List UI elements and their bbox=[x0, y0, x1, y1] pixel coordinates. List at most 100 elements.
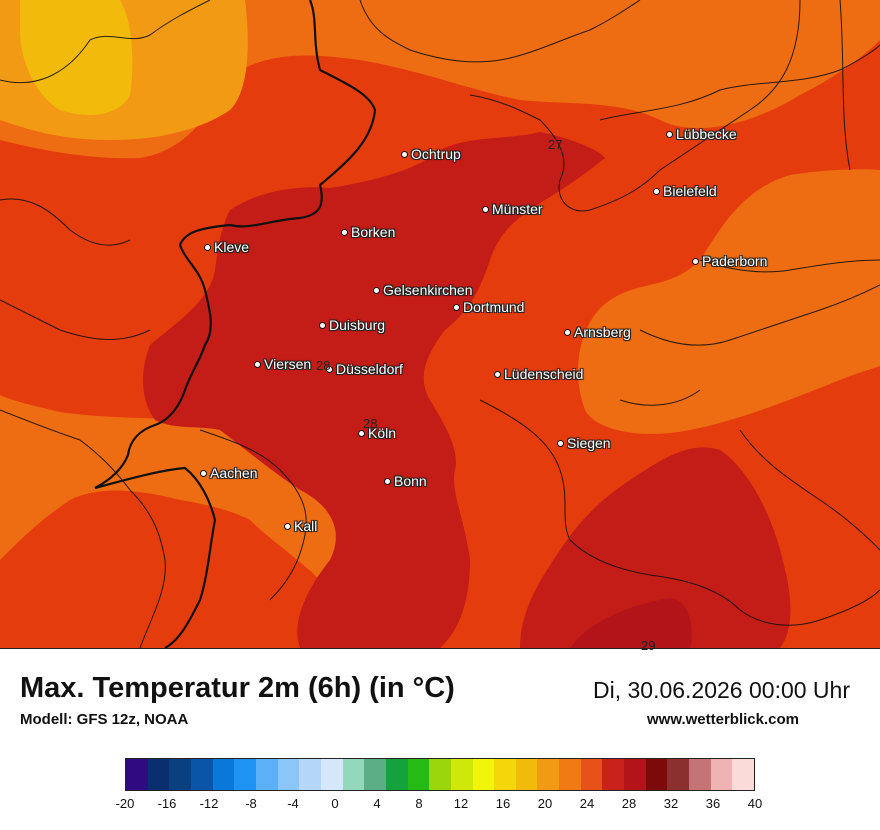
legend-swatch bbox=[364, 759, 386, 790]
legend-swatch bbox=[299, 759, 321, 790]
city-label: Ochtrup bbox=[411, 146, 461, 162]
map-title: Max. Temperatur 2m (6h) (in °C) bbox=[20, 672, 455, 704]
city-label: Aachen bbox=[210, 465, 258, 481]
legend-swatch bbox=[559, 759, 581, 790]
city-marker[interactable]: Kall bbox=[284, 518, 317, 534]
contour-label: 29 bbox=[641, 638, 656, 653]
contour-label: 28 bbox=[316, 358, 331, 373]
city-label: Duisburg bbox=[329, 317, 386, 333]
city-marker[interactable]: Düsseldorf bbox=[326, 361, 403, 377]
city-marker[interactable]: Lüdenscheid bbox=[494, 366, 583, 382]
city-dot-icon bbox=[453, 303, 460, 311]
legend-tick-label: 0 bbox=[331, 796, 339, 811]
city-marker[interactable]: Münster bbox=[482, 201, 543, 217]
temperature-map[interactable] bbox=[0, 0, 880, 649]
legend-swatch bbox=[515, 759, 538, 790]
city-dot-icon bbox=[284, 522, 291, 530]
legend-tick-label: -12 bbox=[199, 796, 219, 811]
legend-swatch bbox=[429, 759, 451, 790]
legend-swatch bbox=[645, 759, 668, 790]
forecast-datetime: Di, 30.06.2026 00:00 Uhr bbox=[592, 677, 850, 703]
city-marker[interactable]: Köln bbox=[358, 425, 396, 441]
city-dot-icon bbox=[692, 257, 699, 265]
legend-swatch bbox=[407, 759, 430, 790]
city-label: Siegen bbox=[567, 435, 611, 451]
city-label: Kleve bbox=[214, 239, 250, 255]
legend-tick-label: 16 bbox=[495, 796, 511, 811]
city-marker[interactable]: Bonn bbox=[384, 473, 427, 489]
city-marker[interactable]: Siegen bbox=[557, 435, 611, 451]
field-28-30 bbox=[570, 598, 692, 648]
field-24-26-west bbox=[51, 225, 180, 373]
legend-tick-label: 20 bbox=[537, 796, 553, 811]
city-label: Dortmund bbox=[463, 299, 525, 315]
city-dot-icon bbox=[358, 429, 365, 437]
city-marker[interactable]: Bielefeld bbox=[653, 183, 717, 199]
model-info: Modell: GFS 12z, NOAA bbox=[20, 711, 189, 728]
legend-tick-label: -4 bbox=[287, 796, 299, 811]
legend-tick-label: -16 bbox=[157, 796, 177, 811]
city-dot-icon bbox=[494, 370, 501, 378]
legend-swatch bbox=[342, 759, 365, 790]
legend-ticks: -20 -16 -12 -8 -4 0 4 8 12 16 20 24 28 32 36 40 bbox=[116, 796, 763, 812]
legend-tick-label: -8 bbox=[245, 796, 257, 811]
city-dot-icon bbox=[373, 286, 380, 294]
legend-swatch bbox=[580, 759, 603, 790]
city-label: Arnsberg bbox=[574, 324, 631, 340]
website-link[interactable]: www.wetterblick.com bbox=[647, 711, 799, 728]
city-marker[interactable]: Duisburg bbox=[319, 317, 385, 333]
city-marker[interactable]: Kleve bbox=[204, 239, 249, 255]
city-marker[interactable]: Gelsenkirchen bbox=[373, 282, 473, 298]
city-marker[interactable]: Paderborn bbox=[692, 253, 767, 269]
legend-tick-label: 40 bbox=[747, 796, 763, 811]
country-border bbox=[94, 0, 377, 648]
city-dot-icon bbox=[482, 205, 489, 213]
city-marker[interactable]: Lübbecke bbox=[666, 126, 737, 142]
legend-swatch bbox=[667, 759, 690, 790]
map-canvas bbox=[0, 0, 880, 648]
city-label: Gelsenkirchen bbox=[383, 282, 473, 298]
city-label: Kall bbox=[294, 518, 318, 534]
legend-swatch bbox=[472, 759, 495, 790]
legend-swatch bbox=[277, 759, 300, 790]
legend-swatch bbox=[494, 759, 516, 790]
city-marker[interactable]: Viersen bbox=[254, 356, 311, 372]
city-label: Lüdenscheid bbox=[504, 366, 584, 382]
legend-tick-label: -20 bbox=[115, 796, 135, 811]
legend-swatch bbox=[624, 759, 646, 790]
city-label: Borken bbox=[351, 224, 396, 240]
legend-swatch bbox=[147, 759, 170, 790]
city-dot-icon bbox=[557, 439, 564, 447]
legend-swatch bbox=[126, 759, 148, 790]
city-marker[interactable]: Borken bbox=[341, 224, 395, 240]
legend-tick-label: 8 bbox=[415, 796, 423, 811]
legend-swatch bbox=[320, 759, 343, 790]
legend-tick-label: 28 bbox=[621, 796, 637, 811]
city-label: Düsseldorf bbox=[336, 361, 403, 377]
city-label: Paderborn bbox=[702, 253, 768, 269]
legend-tick-label: 32 bbox=[663, 796, 679, 811]
city-dot-icon bbox=[204, 243, 211, 251]
city-label: Viersen bbox=[264, 356, 312, 372]
city-label: Bielefeld bbox=[663, 183, 717, 199]
city-label: Köln bbox=[368, 425, 397, 441]
city-dot-icon bbox=[666, 130, 673, 138]
legend-swatch bbox=[689, 759, 711, 790]
legend-swatch bbox=[169, 759, 191, 790]
city-dot-icon bbox=[254, 360, 261, 368]
city-dot-icon bbox=[564, 328, 571, 336]
city-marker[interactable]: Arnsberg bbox=[564, 324, 631, 340]
city-dot-icon bbox=[653, 187, 660, 195]
legend-swatch bbox=[450, 759, 473, 790]
city-marker[interactable]: Aachen bbox=[200, 465, 257, 481]
field-26-28-southeast bbox=[520, 447, 791, 648]
legend-tick-label: 24 bbox=[579, 796, 595, 811]
city-label: Lübbecke bbox=[676, 126, 737, 142]
field-26-28 bbox=[143, 132, 605, 648]
city-dot-icon bbox=[200, 469, 207, 477]
city-label: Bonn bbox=[394, 473, 427, 489]
city-marker[interactable]: Ochtrup bbox=[401, 146, 461, 162]
city-marker[interactable]: Dortmund bbox=[453, 299, 524, 315]
legend-swatch bbox=[602, 759, 625, 790]
city-dot-icon bbox=[384, 477, 391, 485]
